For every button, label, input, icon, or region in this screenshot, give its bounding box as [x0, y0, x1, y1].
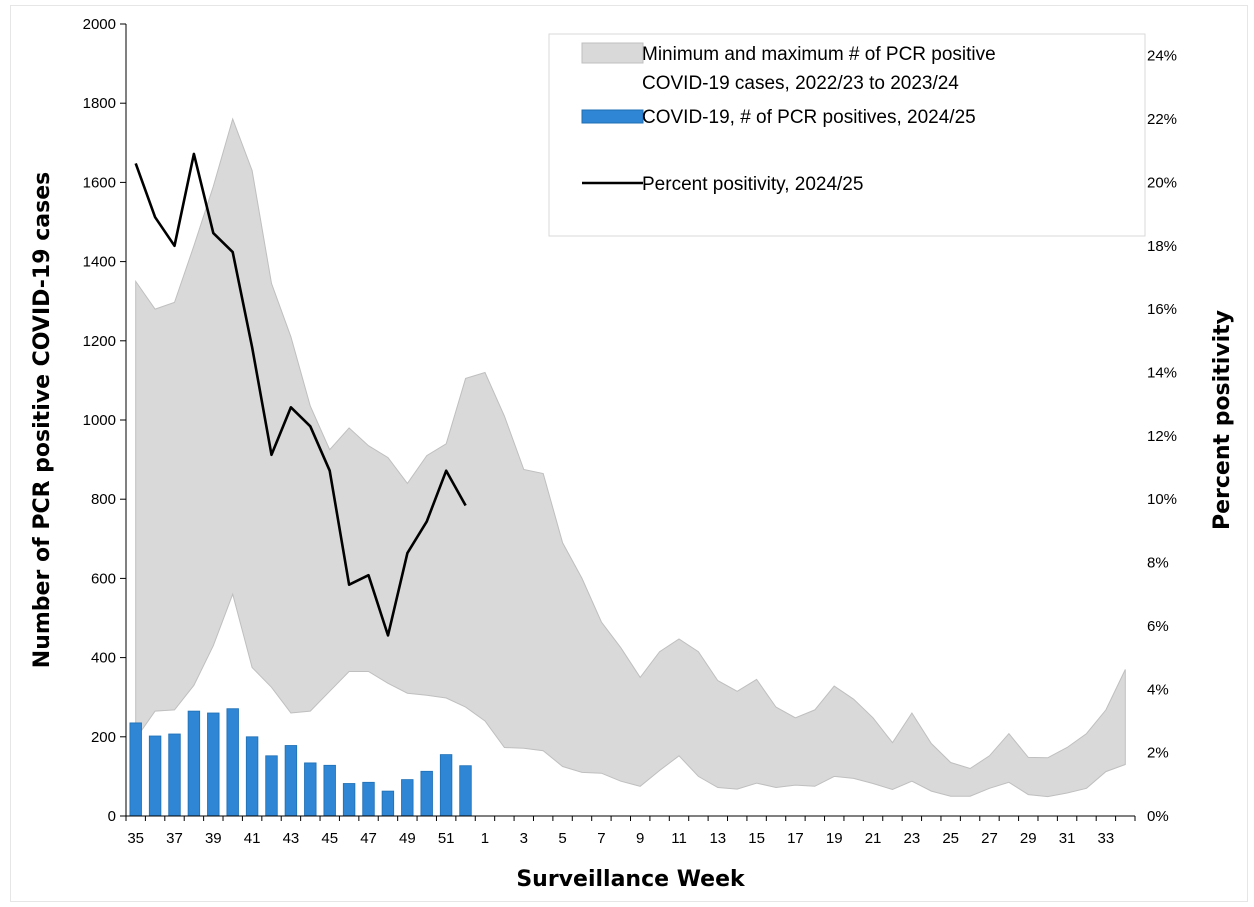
y-tick-label: 1600	[83, 174, 116, 191]
y2-tick-label: 22%	[1147, 111, 1177, 128]
bar-week-49	[401, 779, 414, 817]
bar-week-41	[245, 736, 259, 817]
bar-week-48	[381, 790, 395, 817]
x-tick-label: 9	[636, 830, 644, 847]
bar-week-50	[420, 770, 433, 817]
bar-week-40	[226, 708, 239, 817]
legend-label-line: Percent positivity, 2024/25	[642, 174, 863, 195]
x-tick-label: 43	[283, 830, 300, 847]
legend-label-range-line2: COVID-19 cases, 2022/23 to 2023/24	[642, 73, 959, 94]
y-tick-label: 0	[108, 808, 116, 825]
y-tick-label: 2000	[83, 16, 116, 33]
x-tick-label: 51	[438, 830, 455, 847]
x-tick-label: 25	[942, 830, 959, 847]
y-tick-label: 1800	[83, 95, 116, 112]
chart-frame: 0 200 400 600 800 1000 1200 1400 1600 1800 2000 0% 2…	[10, 5, 1248, 902]
x-tick-label: 29	[1020, 830, 1037, 847]
y2-tick-label: 18%	[1147, 238, 1177, 255]
x-tick-label: 11	[671, 830, 687, 847]
bar-week-47	[362, 781, 375, 817]
y2-tick-label: 12%	[1147, 428, 1177, 445]
x-tick-label: 19	[826, 830, 843, 847]
x-tick-label: 5	[558, 830, 566, 847]
y2-tick-label: 10%	[1147, 491, 1177, 508]
y2-tick-label: 2%	[1147, 745, 1169, 762]
bar-week-38	[187, 710, 201, 817]
bar-week-36	[148, 735, 162, 817]
legend-label-bars: COVID-19, # of PCR positives, 2024/25	[642, 107, 976, 128]
x-tick-label: 39	[205, 830, 222, 847]
x-tick-label: 41	[244, 830, 261, 847]
x-tick-label: 23	[904, 830, 921, 847]
y2-tick-label: 20%	[1147, 174, 1177, 191]
chart-svg: 0 200 400 600 800 1000 1200 1400 1600 1800 2000 0% 2…	[30, 16, 1235, 892]
y2-tick-label: 8%	[1147, 555, 1169, 572]
legend: Minimum and maximum # of PCR positive CO…	[548, 33, 1146, 237]
legend-swatch-range	[581, 42, 644, 64]
y-axis-title: Number of PCR positive COVID-19 cases	[30, 172, 55, 668]
bar-week-43	[284, 745, 298, 817]
legend-swatch-bars	[581, 109, 644, 124]
y2-tick-label: 0%	[1147, 808, 1169, 825]
x-tick-label: 3	[520, 830, 528, 847]
x-tick-label: 33	[1098, 830, 1115, 847]
y-tick-label: 600	[91, 570, 116, 587]
bar-week-46	[342, 783, 356, 817]
y2-tick-label: 24%	[1147, 48, 1177, 65]
x-axis-title: Surveillance Week	[516, 867, 746, 892]
y2-tick-label: 6%	[1147, 618, 1169, 635]
x-tick-label: 15	[748, 830, 765, 847]
x-tick-label: 27	[981, 830, 998, 847]
x-tick-label: 17	[787, 830, 804, 847]
y-tick-label: 1200	[83, 333, 116, 350]
x-tick-label: 13	[709, 830, 726, 847]
x-tick-label: 31	[1059, 830, 1076, 847]
y-tick-label: 1000	[83, 412, 116, 429]
y-tick-label: 400	[91, 650, 116, 667]
x-tick-label: 35	[127, 830, 144, 847]
axes: 0 200 400 600 800 1000 1200 1400 1600 1800 2000 0% 2…	[30, 16, 1235, 892]
y2-axis-title: Percent positivity	[1210, 310, 1235, 530]
percent-positivity-line	[134, 152, 467, 637]
y-tick-label: 200	[91, 729, 116, 746]
y2-tick-label: 4%	[1147, 681, 1169, 698]
x-tick-label: 45	[321, 830, 338, 847]
bar-week-39	[207, 712, 220, 817]
bar-week-51	[439, 754, 453, 817]
x-tick-label: 7	[597, 830, 605, 847]
x-tick-label: 1	[481, 830, 489, 847]
x-tick-label: 47	[360, 830, 377, 847]
bar-week-37	[168, 733, 181, 817]
y2-tick-label: 16%	[1147, 301, 1177, 318]
legend-box	[548, 33, 1146, 237]
bar-week-35	[129, 722, 142, 817]
bar-week-42	[265, 755, 278, 817]
range-area	[135, 117, 1126, 798]
x-tick-label: 21	[865, 830, 882, 847]
x-tick-label: 49	[399, 830, 416, 847]
bar-week-52	[459, 765, 472, 817]
bar-week-45	[323, 764, 336, 817]
y-tick-label: 1400	[83, 254, 116, 271]
bar-week-44	[304, 762, 317, 817]
x-tick-label: 37	[166, 830, 183, 847]
legend-label-range-line1: Minimum and maximum # of PCR positive	[642, 44, 996, 65]
y2-tick-label: 14%	[1147, 364, 1177, 381]
y-tick-label: 800	[91, 491, 116, 508]
